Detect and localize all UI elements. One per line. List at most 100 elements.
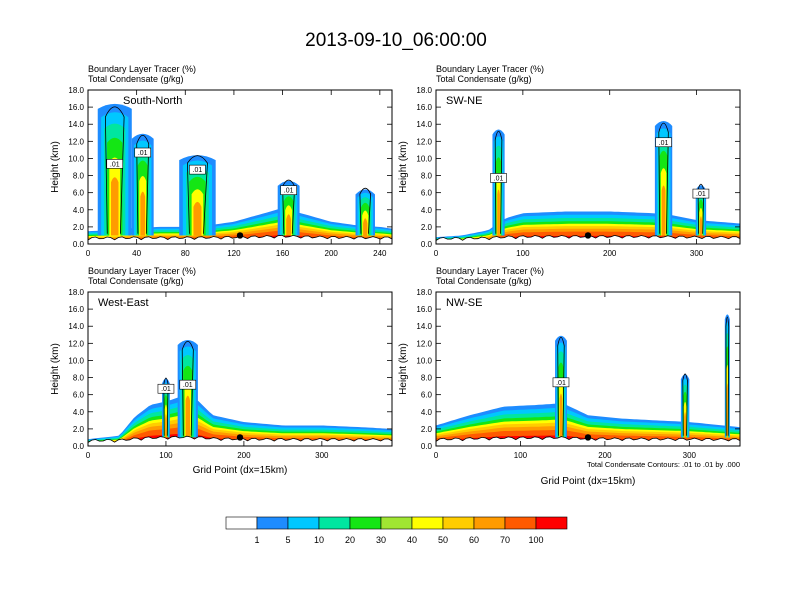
y-tick-label: 12.0 — [68, 339, 84, 348]
x-tick-label: 300 — [683, 451, 697, 460]
y-tick-label: 10.0 — [68, 154, 84, 163]
y-axis-label: Height (km) — [50, 343, 61, 395]
contour-label-2: .01 — [696, 191, 706, 198]
condensate-contour-2 — [725, 316, 730, 436]
panel-label: NW-SE — [446, 297, 482, 309]
contour-label-box-0 — [106, 159, 124, 169]
y-tick-label: 18.0 — [416, 86, 432, 95]
y-tick-label: 12.0 — [416, 137, 432, 146]
colorbar-swatch-7 — [442, 516, 475, 530]
contour-label-1: .01 — [138, 150, 148, 157]
colorbar-tick-20: 20 — [345, 535, 355, 545]
y-tick-label: 16.0 — [68, 305, 84, 314]
colorbar-swatch-1 — [256, 516, 289, 530]
contour-label-2: .01 — [193, 167, 203, 174]
tracer-plume-0-band-5 — [185, 395, 191, 438]
panel-sw-ne: .01 .01 .01 SW-NE Boundary Layer Tracer (%)T… — [398, 64, 741, 258]
colorbar-swatch-0 — [225, 516, 258, 530]
colorbar-tick-5: 5 — [285, 535, 290, 545]
panel-west-east: .01 .01 West-East Boundary Layer Tracer (%)… — [50, 266, 393, 476]
x-tick-label: 100 — [516, 249, 530, 258]
colorbar-swatch-5 — [380, 516, 413, 530]
colorbar-swatch-2 — [287, 516, 320, 530]
x-axis-label: Grid Point (dx=15km) — [193, 465, 288, 476]
colorbar-tick-70: 70 — [500, 535, 510, 545]
tracer-plume-1-band-5 — [684, 412, 687, 438]
contour-label-0: .01 — [494, 175, 504, 182]
tracer-plume-3-band-5 — [286, 214, 292, 236]
contour-label-0: .01 — [183, 382, 193, 389]
colorbar-swatch-3 — [318, 516, 351, 530]
colorbar: 1 5 10 20 30 40 50 60 70 100 — [225, 516, 568, 545]
condensate-contour-1 — [658, 122, 669, 234]
contour-label-box-1 — [134, 147, 152, 158]
contour-label-3: .01 — [284, 188, 294, 195]
x-tick-label: 0 — [434, 451, 439, 460]
x-tick-label: 120 — [227, 249, 241, 258]
colorbar-swatch-8 — [473, 516, 506, 530]
y-tick-label: 6.0 — [421, 189, 433, 198]
x-tick-label: 200 — [603, 249, 617, 258]
y-tick-label: 16.0 — [68, 103, 84, 112]
y-tick-label: 0.0 — [421, 240, 433, 249]
y-tick-label: 2.0 — [421, 425, 433, 434]
x-tick-label: 40 — [132, 249, 141, 258]
y-tick-label: 0.0 — [73, 240, 85, 249]
contour-label-0: .01 — [110, 161, 120, 168]
contour-label-box-0 — [490, 173, 507, 183]
y-tick-label: 2.0 — [73, 223, 85, 232]
panel-title-line2: Total Condensate (g/kg) — [88, 276, 184, 286]
contour-label-box-0 — [552, 377, 570, 388]
tracer-plume-2-band-5 — [726, 383, 728, 438]
colorbar-swatch-9 — [504, 516, 537, 530]
plot-frame — [87, 291, 393, 447]
x-tick-label: 100 — [159, 451, 173, 460]
contour-label-1: .01 — [161, 386, 171, 393]
y-tick-label: 10.0 — [68, 356, 84, 365]
colorbar-swatch-4 — [349, 516, 382, 530]
plot-frame — [87, 89, 393, 245]
y-tick-label: 8.0 — [421, 172, 433, 181]
y-tick-label: 4.0 — [421, 408, 433, 417]
tracer-plume-2-band-5 — [193, 201, 202, 236]
x-tick-label: 80 — [181, 249, 190, 258]
y-tick-label: 12.0 — [416, 339, 432, 348]
y-tick-label: 12.0 — [68, 137, 84, 146]
colorbar-tick-40: 40 — [407, 535, 417, 545]
plot-area: .01 — [436, 314, 740, 446]
plot-area: .01 .01 .01 — [436, 120, 740, 244]
condensate-contour-4 — [359, 187, 372, 234]
center-marker — [584, 434, 592, 441]
y-tick-label: 14.0 — [68, 120, 84, 129]
y-tick-label: 16.0 — [416, 103, 432, 112]
y-tick-label: 18.0 — [68, 288, 84, 297]
y-tick-label: 4.0 — [421, 206, 433, 215]
condensate-contour-1 — [682, 373, 688, 436]
y-tick-label: 2.0 — [421, 223, 433, 232]
plot-area: .01 .01 — [88, 340, 392, 446]
condensate-contour-0 — [494, 130, 503, 234]
condensate-contour-2 — [187, 155, 208, 234]
contour-label-box-1 — [655, 137, 672, 148]
x-tick-label: 300 — [315, 451, 329, 460]
contour-label-box-2 — [692, 188, 710, 199]
y-tick-label: 4.0 — [73, 206, 85, 215]
panel-south-north: .01 .01 .01 .01 South-North Boundary Layer Tr… — [50, 64, 393, 258]
x-tick-label: 0 — [86, 249, 91, 258]
colorbar-tick-60: 60 — [469, 535, 479, 545]
y-tick-label: 18.0 — [416, 288, 432, 297]
y-tick-label: 8.0 — [73, 374, 85, 383]
y-tick-label: 16.0 — [416, 305, 432, 314]
y-tick-label: 10.0 — [416, 154, 432, 163]
center-marker — [236, 434, 244, 441]
y-axis-label: Height (km) — [398, 343, 409, 395]
condensate-contour-0 — [104, 106, 125, 234]
y-tick-label: 18.0 — [68, 86, 84, 95]
tracer-plume-2-band-5 — [699, 216, 703, 236]
contour-label-0: .01 — [556, 380, 566, 387]
x-axis-label: Grid Point (dx=15km) — [541, 476, 636, 487]
contour-note: Total Condensate Contours: .01 to .01 by… — [587, 460, 740, 469]
